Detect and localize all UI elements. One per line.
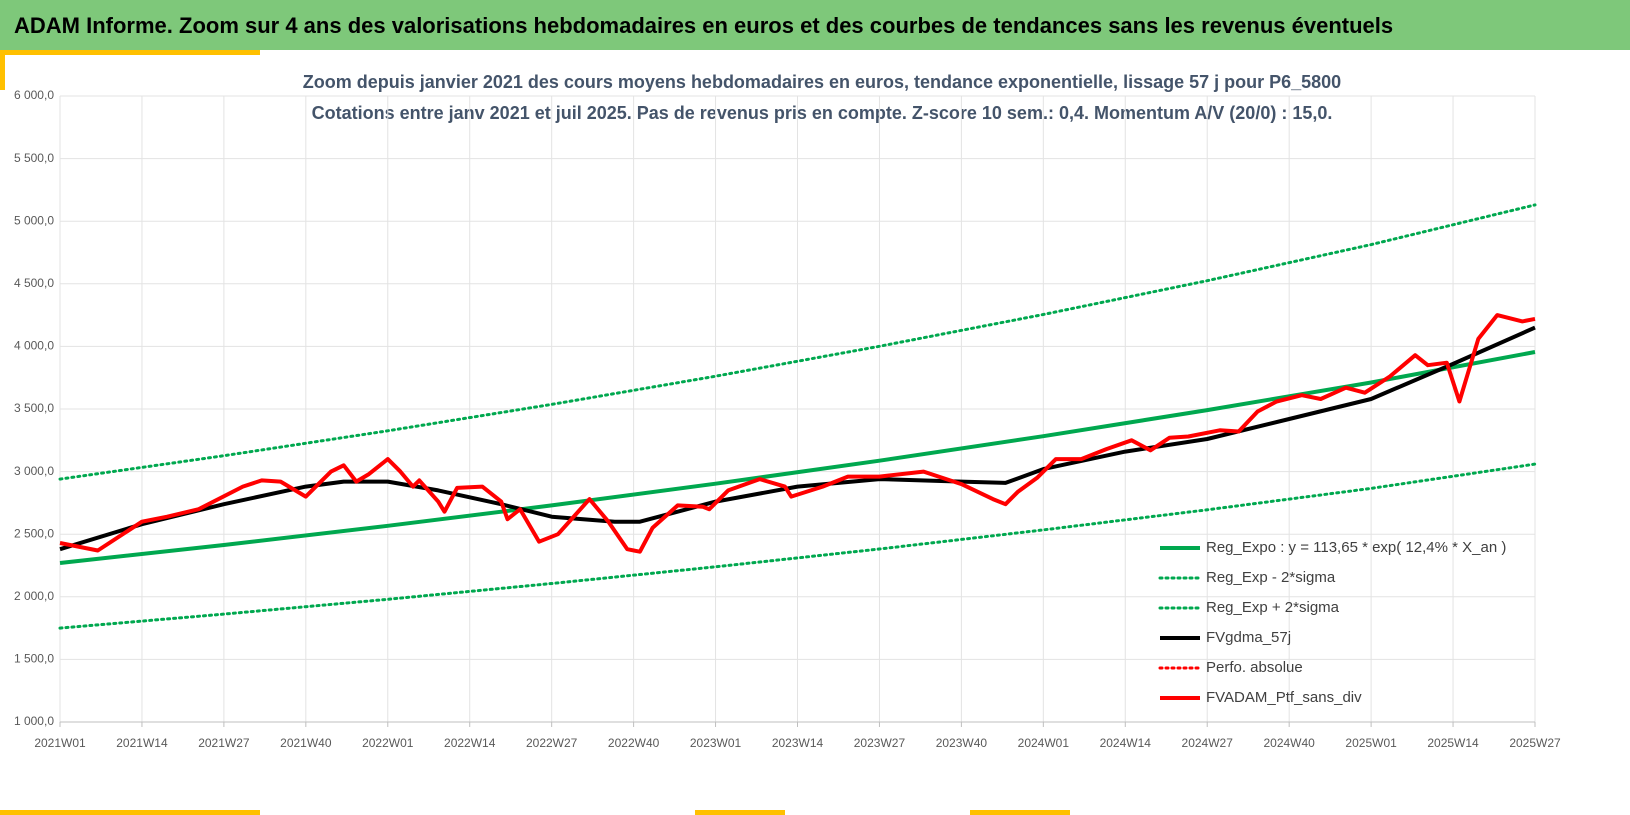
legend-label: Reg_Exp + 2*sigma [1206, 599, 1340, 616]
y-tick-label: 3 000,0 [14, 464, 54, 478]
legend-label: FVgdma_57j [1206, 629, 1291, 646]
accent [0, 50, 260, 55]
x-tick-label: 2021W01 [34, 736, 86, 750]
x-tick-label: 2021W27 [198, 736, 250, 750]
legend-label: FVADAM_Ptf_sans_div [1206, 689, 1362, 706]
accent [0, 50, 5, 90]
x-tick-label: 2022W01 [362, 736, 414, 750]
y-tick-label: 4 500,0 [14, 276, 54, 290]
banner-title: ADAM Informe. Zoom sur 4 ans des valoris… [14, 13, 1393, 38]
y-tick-label: 4 000,0 [14, 339, 54, 353]
legend-label: Reg_Exp - 2*sigma [1206, 569, 1336, 586]
x-tick-label: 2022W27 [526, 736, 578, 750]
y-tick-label: 3 500,0 [14, 401, 54, 415]
series-line [58, 462, 1537, 630]
accent [695, 810, 785, 815]
y-tick-label: 2 000,0 [14, 589, 54, 603]
x-tick-label: 2025W01 [1345, 736, 1397, 750]
y-tick-label: 1 000,0 [14, 714, 54, 728]
y-tick-label: 5 000,0 [14, 213, 54, 227]
chart-subtitle: Cotations entre janv 2021 et juil 2025. … [312, 103, 1333, 123]
x-tick-label: 2024W40 [1263, 736, 1315, 750]
x-tick-label: 2023W01 [690, 736, 742, 750]
series-line [58, 203, 1537, 481]
chart-title: Zoom depuis janvier 2021 des cours moyen… [303, 72, 1341, 92]
x-tick-label: 2022W40 [608, 736, 660, 750]
y-tick-label: 1 500,0 [14, 652, 54, 666]
banner-bar [0, 0, 1630, 50]
x-tick-label: 2025W27 [1509, 736, 1561, 750]
x-tick-label: 2025W14 [1427, 736, 1479, 750]
y-tick-label: 6 000,0 [14, 88, 54, 102]
x-tick-label: 2021W40 [280, 736, 332, 750]
x-tick-label: 2024W27 [1182, 736, 1234, 750]
x-tick-label: 2024W01 [1018, 736, 1070, 750]
accent [970, 810, 1070, 815]
series-line [59, 313, 1536, 554]
y-tick-label: 2 500,0 [14, 526, 54, 540]
legend-label: Perfo. absolue [1206, 659, 1303, 676]
y-tick-label: 5 500,0 [14, 151, 54, 165]
x-tick-label: 2024W14 [1100, 736, 1152, 750]
x-tick-label: 2023W40 [936, 736, 988, 750]
series-line [59, 350, 1536, 565]
x-tick-label: 2021W14 [116, 736, 168, 750]
x-tick-label: 2022W14 [444, 736, 496, 750]
x-tick-label: 2023W14 [772, 736, 824, 750]
accent [0, 810, 260, 815]
x-tick-label: 2023W27 [854, 736, 906, 750]
legend-label: Reg_Expo : y = 113,65 * exp( 12,4% * X_a… [1206, 539, 1506, 556]
